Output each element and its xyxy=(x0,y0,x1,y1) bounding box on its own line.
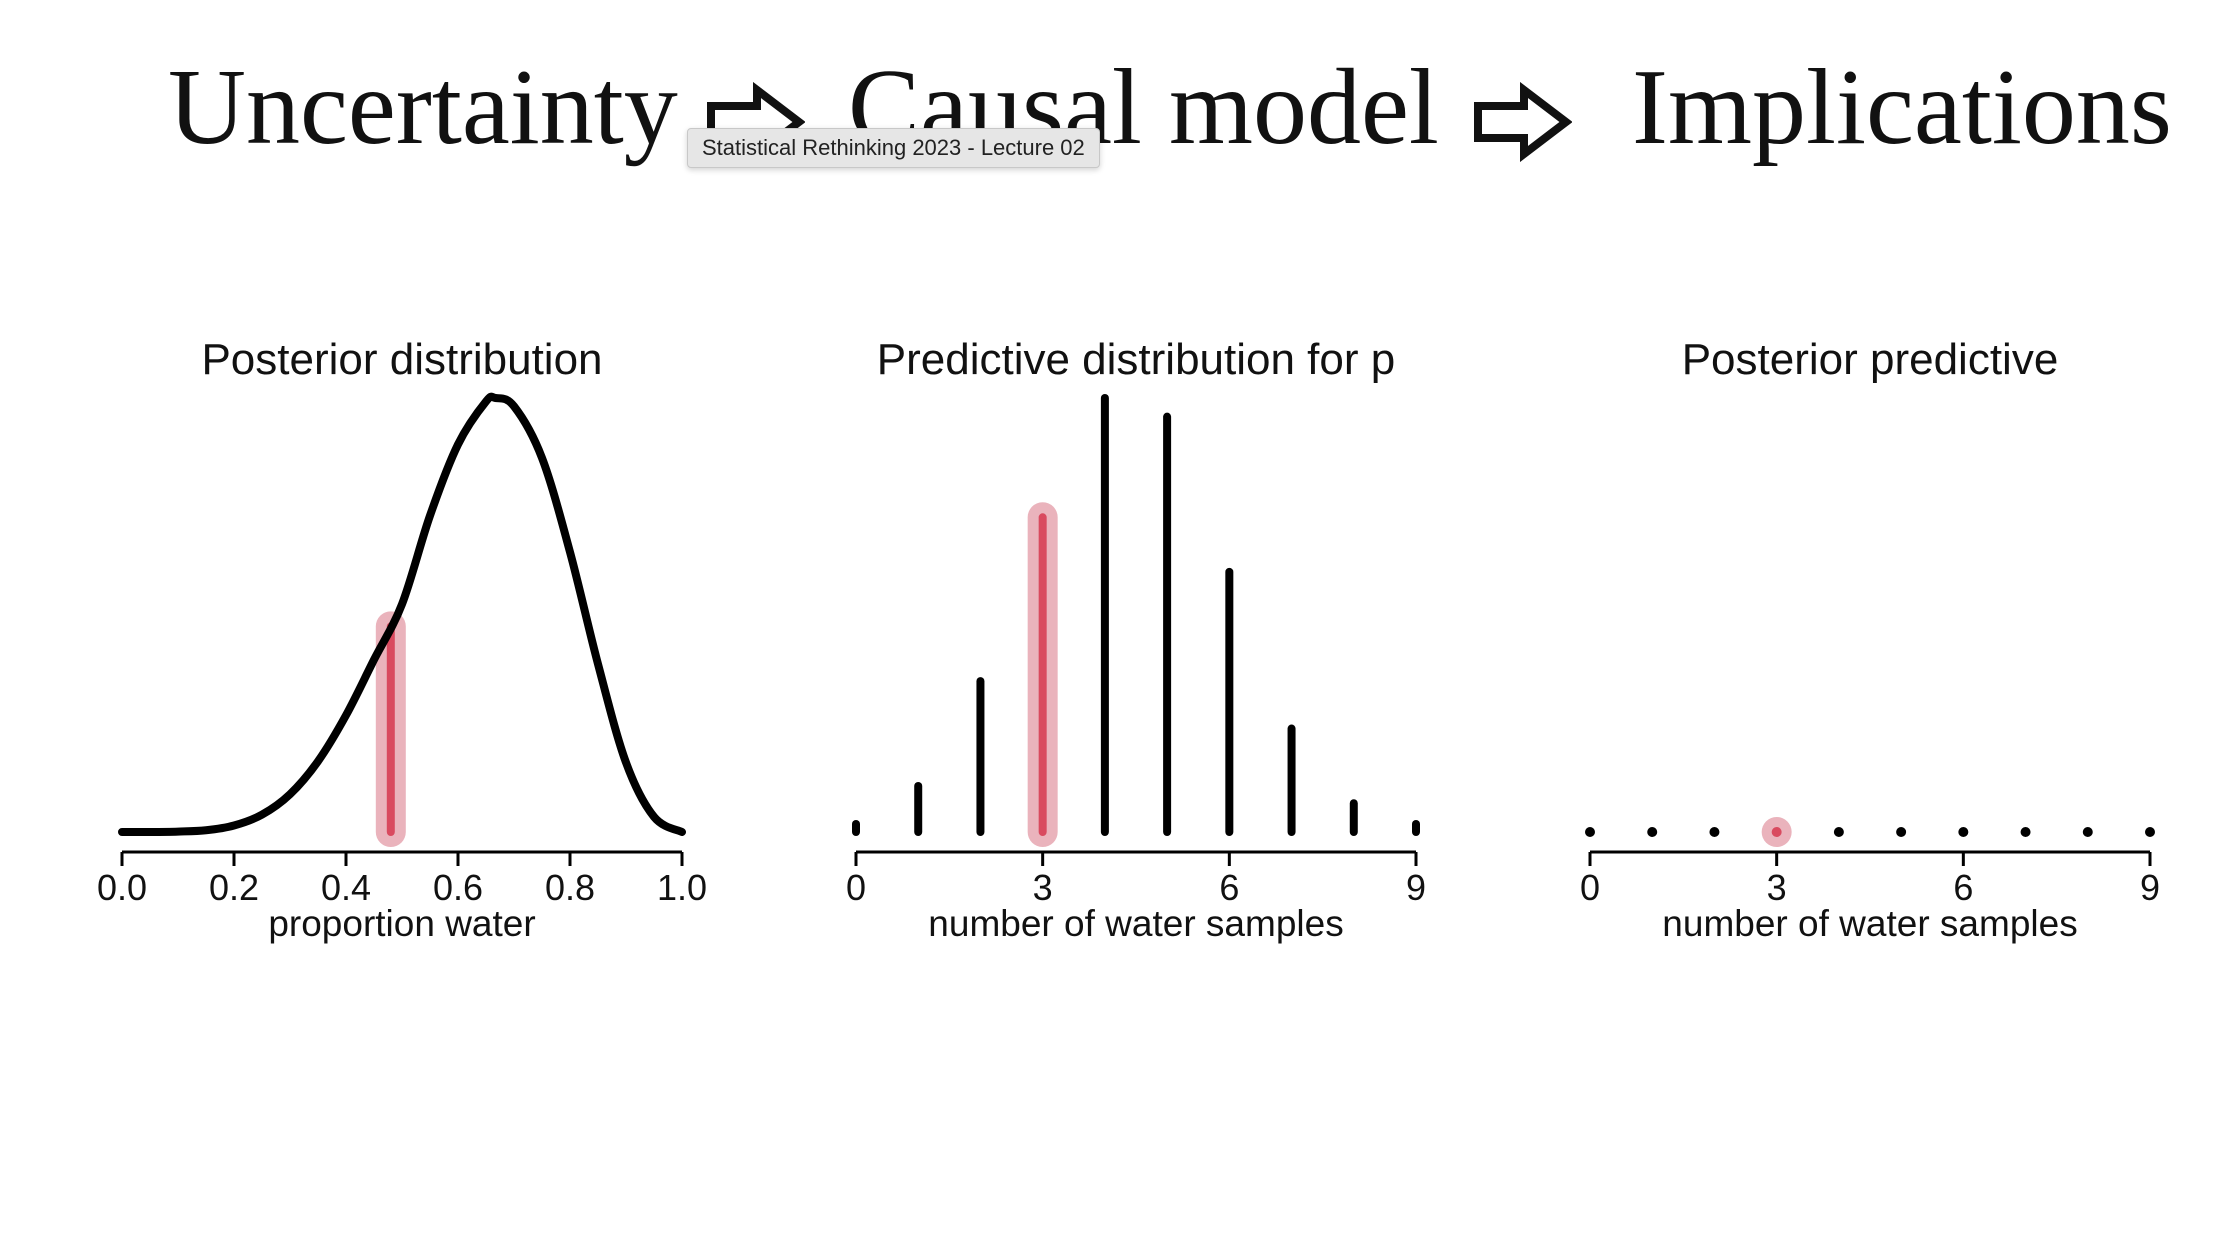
chart-title: Predictive distribution for p xyxy=(877,335,1395,384)
point-3 xyxy=(1771,827,1782,837)
x-tick-label: 0 xyxy=(1580,867,1600,908)
point-9 xyxy=(2145,827,2155,837)
x-tick-label: 0.0 xyxy=(97,867,147,908)
x-axis-label: number of water samples xyxy=(1662,903,2077,944)
video-title-tooltip: Statistical Rethinking 2023 - Lecture 02 xyxy=(687,128,1100,168)
x-tick-label: 9 xyxy=(2140,867,2160,908)
x-tick-label: 0.4 xyxy=(321,867,371,908)
point-7 xyxy=(2020,827,2031,837)
chart-title: Posterior distribution xyxy=(201,335,602,384)
x-tick-label: 9 xyxy=(1406,867,1426,908)
point-4 xyxy=(1833,827,1844,837)
x-tick-label: 0.8 xyxy=(545,867,595,908)
x-axis-label: number of water samples xyxy=(928,903,1343,944)
x-axis-label: proportion water xyxy=(268,903,535,944)
point-6 xyxy=(1958,827,1969,837)
right-arrow-icon xyxy=(1474,82,1572,162)
point-0 xyxy=(1585,827,1595,837)
headline-implications: Implications xyxy=(1632,48,2172,167)
x-tick-label: 6 xyxy=(1219,867,1239,908)
point-8 xyxy=(2082,827,2093,837)
point-1 xyxy=(1647,827,1658,837)
point-5 xyxy=(1896,827,1907,837)
point-2 xyxy=(1709,827,1720,837)
x-tick-label: 6 xyxy=(1953,867,1973,908)
posterior-curve xyxy=(118,392,686,837)
chart-title: Posterior predictive xyxy=(1682,335,2059,384)
x-tick-label: 0.6 xyxy=(433,867,483,908)
x-tick-label: 3 xyxy=(1767,867,1787,908)
x-tick-label: 0.2 xyxy=(209,867,259,908)
x-tick-label: 3 xyxy=(1033,867,1053,908)
x-tick-label: 0 xyxy=(846,867,866,908)
headline-uncertainty: Uncertainty xyxy=(168,48,678,167)
x-tick-label: 1.0 xyxy=(657,867,707,908)
